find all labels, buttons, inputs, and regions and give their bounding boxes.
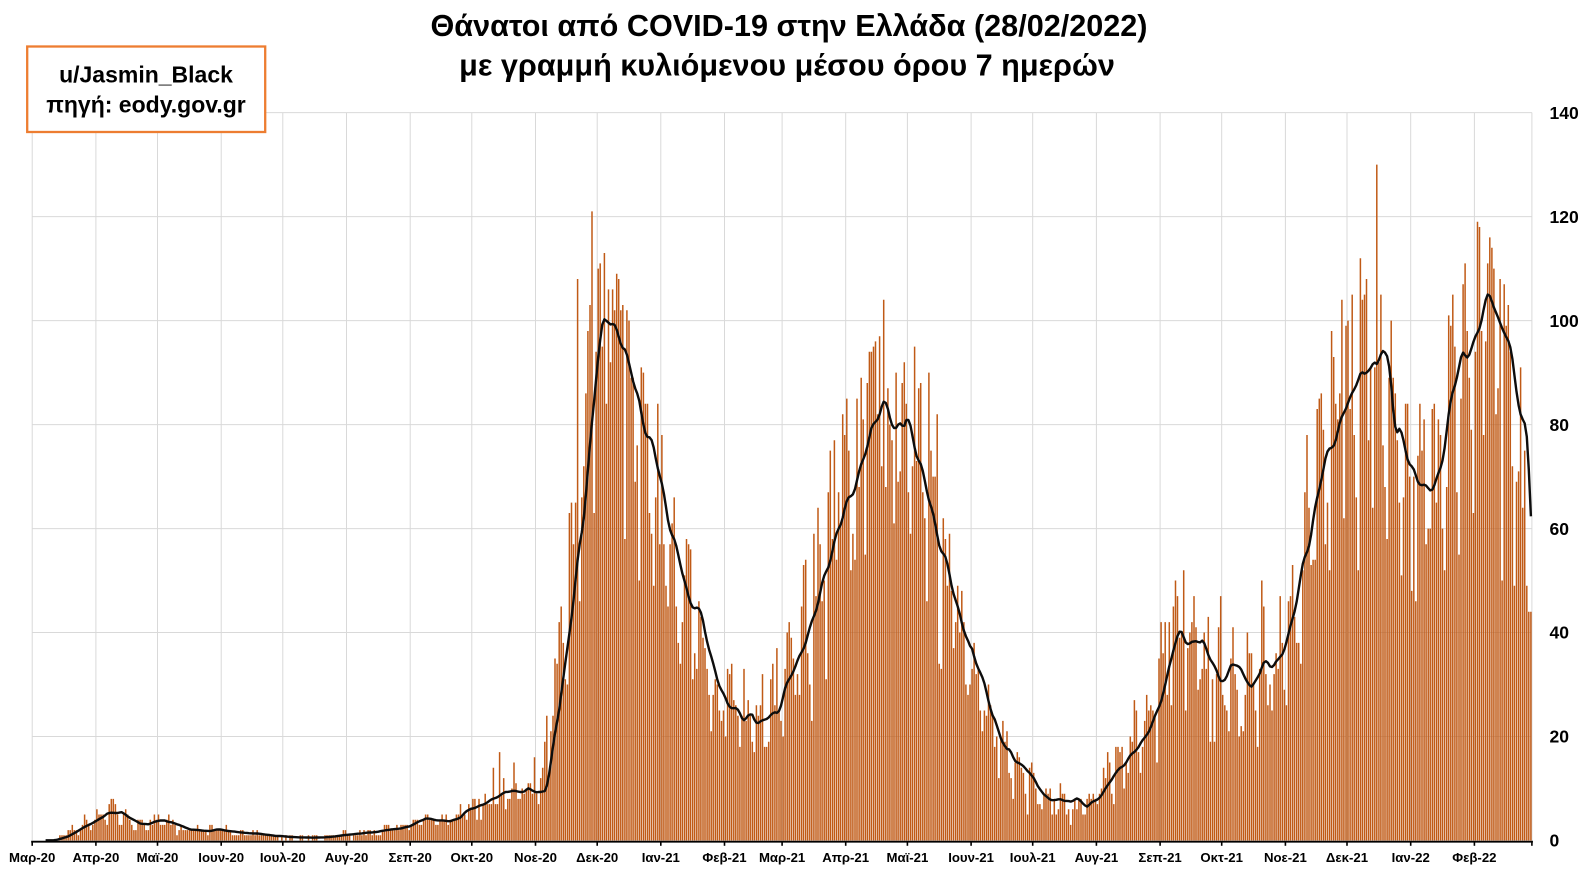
svg-text:20: 20: [1550, 727, 1570, 747]
svg-text:Οκτ-21: Οκτ-21: [1200, 850, 1243, 865]
svg-text:Νοε-21: Νοε-21: [1264, 850, 1307, 865]
svg-text:Απρ-21: Απρ-21: [822, 850, 869, 865]
svg-text:Φεβ-22: Φεβ-22: [1452, 850, 1496, 865]
svg-text:Μαϊ-20: Μαϊ-20: [137, 850, 179, 865]
svg-text:με γραμμή κυλιόμενου μέσου όρο: με γραμμή κυλιόμενου μέσου όρου 7 ημερών: [459, 49, 1115, 83]
svg-text:100: 100: [1550, 311, 1579, 331]
svg-text:Αυγ-20: Αυγ-20: [325, 850, 369, 865]
svg-text:Δεκ-20: Δεκ-20: [576, 850, 618, 865]
svg-text:Νοε-20: Νοε-20: [514, 850, 557, 865]
svg-text:0: 0: [1550, 831, 1560, 851]
svg-text:Αυγ-21: Αυγ-21: [1075, 850, 1119, 865]
svg-text:Ιουλ-21: Ιουλ-21: [1010, 850, 1056, 865]
svg-text:40: 40: [1550, 623, 1570, 643]
svg-text:Ιουλ-20: Ιουλ-20: [260, 850, 306, 865]
svg-text:60: 60: [1550, 519, 1570, 539]
svg-text:120: 120: [1550, 207, 1579, 227]
svg-text:Οκτ-20: Οκτ-20: [451, 850, 494, 865]
svg-text:Σεπ-21: Σεπ-21: [1138, 850, 1181, 865]
svg-text:Μαρ-20: Μαρ-20: [9, 850, 55, 865]
svg-text:Μαϊ-21: Μαϊ-21: [886, 850, 928, 865]
svg-text:Δεκ-21: Δεκ-21: [1326, 850, 1368, 865]
svg-text:80: 80: [1550, 415, 1570, 435]
svg-text:140: 140: [1550, 103, 1579, 123]
svg-text:Μαρ-21: Μαρ-21: [759, 850, 805, 865]
svg-text:Ιουν-21: Ιουν-21: [948, 850, 994, 865]
svg-text:Φεβ-21: Φεβ-21: [702, 850, 746, 865]
svg-text:Ιαν-22: Ιαν-22: [1392, 850, 1430, 865]
svg-text:Σεπ-20: Σεπ-20: [389, 850, 432, 865]
svg-text:πηγή: eody.gov.gr: πηγή: eody.gov.gr: [46, 92, 246, 118]
svg-text:Ιαν-21: Ιαν-21: [642, 850, 680, 865]
svg-text:u/Jasmin_Black: u/Jasmin_Black: [59, 62, 233, 88]
svg-text:Απρ-20: Απρ-20: [72, 850, 119, 865]
svg-text:Θάνατοι από COVID-19 στην Ελλά: Θάνατοι από COVID-19 στην Ελλάδα (28/02/…: [431, 9, 1148, 43]
svg-text:Ιουν-20: Ιουν-20: [198, 850, 244, 865]
